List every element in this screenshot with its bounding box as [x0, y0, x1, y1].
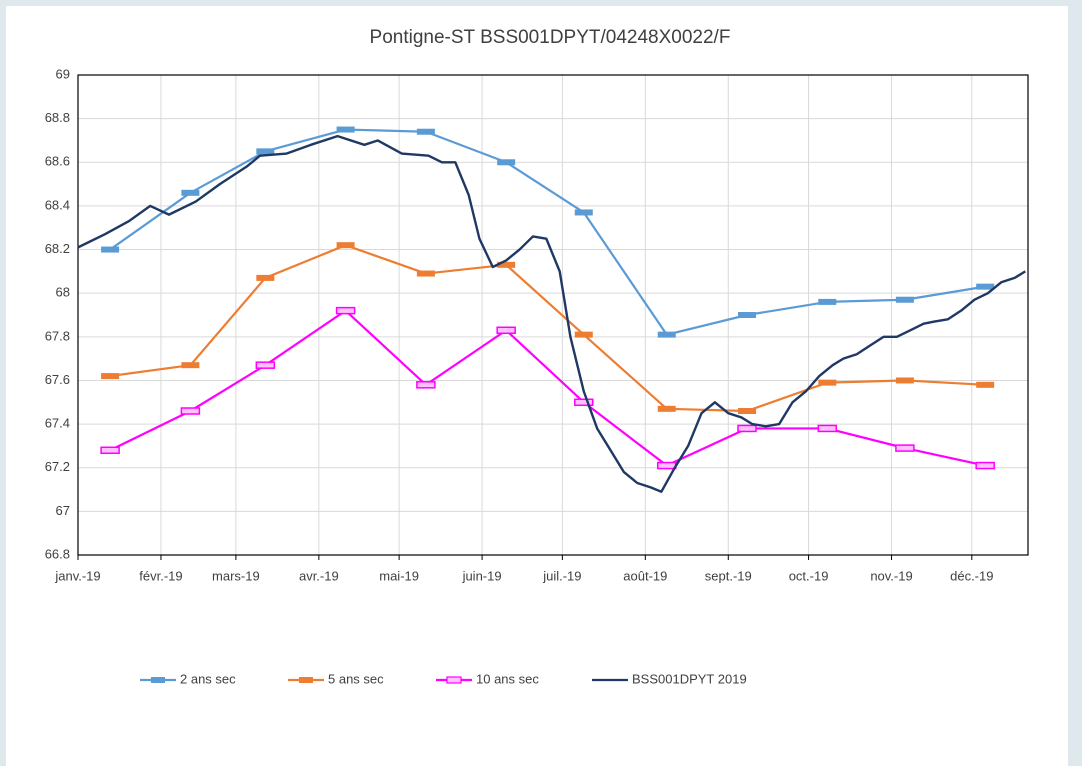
series-line: [109, 309, 986, 467]
point-marker: [817, 424, 838, 433]
point-marker: [256, 274, 275, 281]
legend-label: 5 ans sec: [328, 671, 384, 686]
x-tick-label: janv.-19: [54, 568, 100, 583]
point-marker: [256, 148, 275, 155]
point-marker: [975, 461, 995, 470]
point-marker: [818, 379, 837, 386]
plot-frame: [77, 74, 1029, 556]
x-tick-label: juil.-19: [542, 568, 581, 583]
x-tick-label: oct.-19: [789, 568, 829, 583]
point-marker: [738, 408, 757, 414]
point-marker: [574, 398, 594, 407]
y-tick-label: 69: [56, 66, 70, 81]
point-marker: [497, 159, 516, 166]
y-tick-label: 67.2: [45, 459, 70, 474]
point-marker: [895, 296, 914, 303]
point-marker: [818, 298, 837, 305]
point-marker: [180, 407, 201, 415]
point-marker: [336, 242, 355, 249]
point-marker: [574, 209, 593, 216]
point-marker: [101, 246, 120, 253]
point-marker: [895, 444, 915, 452]
point-marker: [656, 461, 677, 470]
point-marker: [497, 261, 516, 268]
x-tick-label: mai-19: [379, 568, 419, 583]
x-tick-label: avr.-19: [299, 568, 339, 583]
point-marker: [895, 377, 914, 384]
y-tick-label: 68: [56, 285, 70, 300]
point-marker: [255, 361, 276, 369]
x-tick-label: déc.-19: [950, 568, 993, 583]
point-marker: [496, 326, 516, 335]
series-line: [77, 134, 1026, 493]
x-tick-label: juin-19: [462, 568, 502, 583]
y-tick-label: 66.8: [45, 546, 70, 561]
y-tick-label: 67: [56, 503, 70, 518]
point-marker: [416, 381, 436, 389]
y-tick-label: 68.8: [45, 110, 70, 125]
x-tick-label: sept.-19: [705, 568, 752, 583]
x-tick-label: août-19: [623, 568, 667, 583]
y-tick-label: 68.4: [45, 197, 70, 212]
series-line: [109, 128, 986, 336]
x-tick-label: févr.-19: [139, 568, 182, 583]
point-marker: [336, 126, 355, 133]
point-marker: [181, 362, 200, 369]
legend-label: 10 ans sec: [476, 671, 539, 686]
y-tick-label: 67.6: [45, 372, 70, 387]
point-marker: [657, 331, 676, 338]
point-marker: [657, 405, 676, 412]
legend-label: 2 ans sec: [180, 671, 236, 686]
y-tick-label: 67.8: [45, 328, 70, 343]
y-tick-label: 68.2: [45, 241, 70, 256]
point-marker: [335, 306, 356, 315]
chart-card: [6, 6, 1068, 766]
legend-marker: [299, 677, 313, 683]
point-marker: [101, 373, 120, 380]
point-marker: [416, 128, 435, 135]
legend-marker: [151, 677, 165, 683]
point-marker: [737, 424, 757, 433]
x-tick-label: nov.-19: [870, 568, 912, 583]
point-marker: [181, 189, 200, 196]
point-marker: [416, 270, 435, 277]
point-marker: [738, 312, 757, 318]
legend-label: BSS001DPYT 2019: [632, 671, 747, 686]
y-tick-label: 67.4: [45, 416, 70, 431]
legend-marker: [446, 676, 462, 684]
point-marker: [100, 446, 120, 455]
x-tick-label: mars-19: [212, 568, 260, 583]
point-marker: [574, 331, 593, 338]
y-tick-label: 68.6: [45, 154, 70, 169]
point-marker: [976, 381, 995, 388]
chart-title: Pontigne-ST BSS001DPYT/04248X0022/F: [370, 27, 731, 48]
series-line: [109, 244, 986, 413]
point-marker: [976, 283, 995, 290]
